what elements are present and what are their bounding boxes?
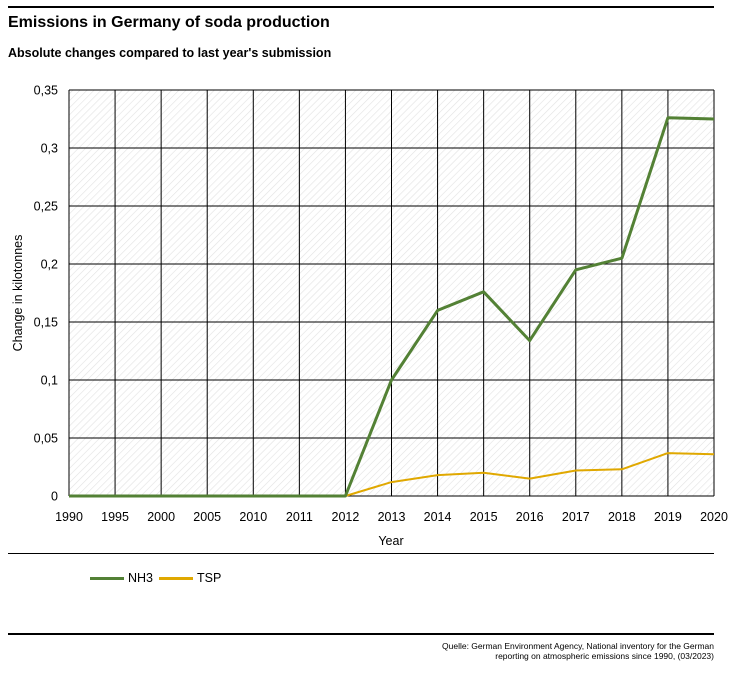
legend-swatch-nh3 — [90, 576, 124, 580]
legend-item-nh3: NH3 — [90, 571, 153, 585]
y-tick-label: 0,15 — [34, 316, 58, 330]
x-tick-label: 2011 — [286, 510, 313, 524]
source-line-1: Quelle: German Environment Agency, Natio… — [442, 641, 714, 651]
x-tick-label: 2014 — [424, 510, 452, 524]
x-tick-label: 2020 — [700, 510, 728, 524]
y-tick-label: 0 — [51, 490, 58, 504]
series-line-nh3 — [69, 116, 715, 498]
x-tick-label: 2012 — [332, 510, 360, 524]
footer-rule — [8, 633, 714, 635]
x-tick-labels: 1990 1995 2000 2005 2010 2011 2012 2013 2014 2015… — [55, 510, 728, 524]
legend-swatch-tsp — [159, 576, 193, 580]
legend-label-tsp: TSP — [197, 571, 222, 585]
x-tick-label: 2017 — [562, 510, 590, 524]
data-series — [69, 116, 715, 498]
x-axis-label: Year — [378, 534, 403, 548]
legend-top-rule — [8, 553, 714, 554]
chart-subtitle: Absolute changes compared to last year's… — [8, 46, 332, 60]
y-tick-label: 0,3 — [41, 142, 58, 156]
x-tick-label: 2010 — [239, 510, 267, 524]
x-tick-label: 2013 — [378, 510, 406, 524]
line-chart: 0 0,05 0,1 0,15 0,2 0,25 0,3 0,35 1990 1995 2000 2… — [11, 84, 728, 549]
x-tick-label: 2018 — [608, 510, 636, 524]
legend-item-tsp: TSP — [159, 571, 221, 585]
x-tick-label: 1995 — [101, 510, 129, 524]
legend-label-nh3: NH3 — [128, 571, 154, 585]
y-tick-label: 0,2 — [41, 258, 58, 272]
x-tick-label: 2019 — [654, 510, 682, 524]
chart-title: Emissions in Germany of soda production — [8, 14, 330, 31]
x-tick-label: 1990 — [55, 510, 83, 524]
grid-lines — [68, 89, 715, 497]
source-line-2: reporting on atmospheric emissions since… — [495, 651, 714, 661]
y-tick-label: 0,35 — [34, 84, 58, 98]
x-tick-label: 2000 — [147, 510, 175, 524]
y-tick-labels: 0 0,05 0,1 0,15 0,2 0,25 0,3 0,35 — [34, 84, 58, 504]
x-tick-label: 2005 — [193, 510, 221, 524]
x-tick-label: 2015 — [470, 510, 498, 524]
top-rule — [8, 6, 714, 8]
y-tick-label: 0,05 — [34, 432, 58, 446]
y-tick-label: 0,25 — [34, 200, 58, 214]
y-axis-label: Change in kilotonnes — [11, 235, 25, 352]
source-note: Quelle: German Environment Agency, Natio… — [442, 641, 714, 661]
y-tick-label: 0,1 — [41, 374, 58, 388]
x-tick-label: 2016 — [516, 510, 544, 524]
